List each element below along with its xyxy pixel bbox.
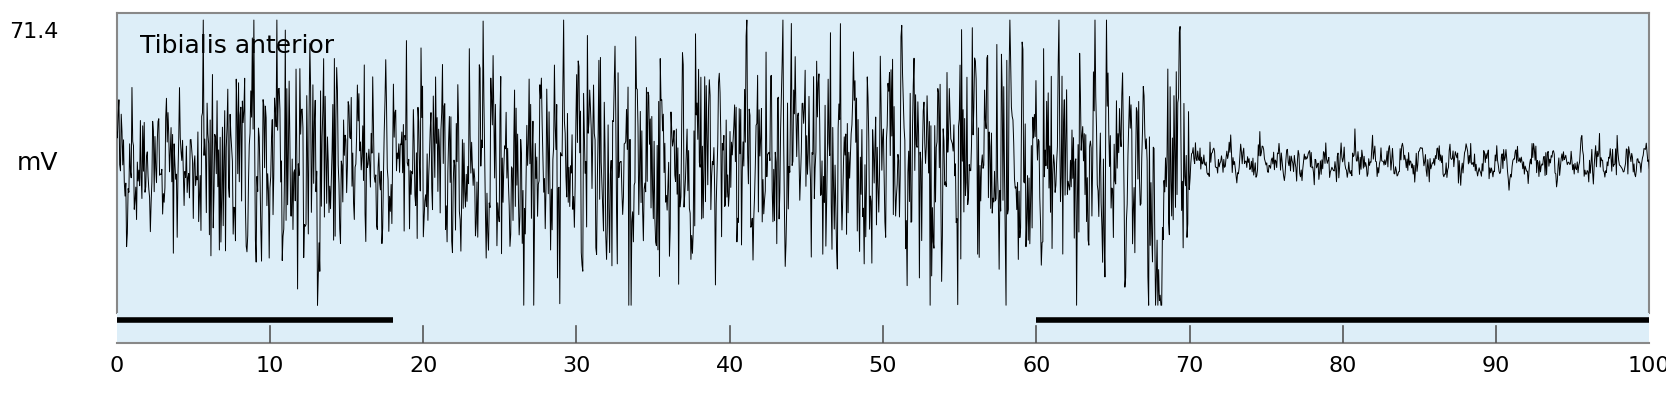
Text: mV: mV — [17, 150, 58, 175]
Text: Tibialis anterior: Tibialis anterior — [140, 33, 333, 58]
Text: 71.4: 71.4 — [8, 22, 58, 41]
